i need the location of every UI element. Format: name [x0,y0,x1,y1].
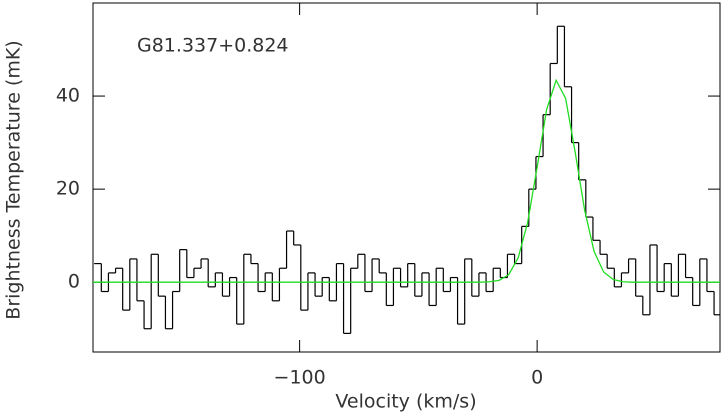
x-tick-label: 0 [531,367,543,389]
annotation: G81.337+0.824 [137,35,289,57]
x-tick-label: −100 [274,367,326,389]
gaussian-fit [93,78,720,283]
plot-frame [92,2,721,353]
y-tick-label: 20 [56,178,80,200]
y-tick-label: 0 [68,271,80,293]
y-tick-label: 40 [56,85,80,107]
x-axis-label: Velocity (km/s) [335,391,476,413]
y-axis-label: Brightness Temperature (mK) [3,40,25,319]
